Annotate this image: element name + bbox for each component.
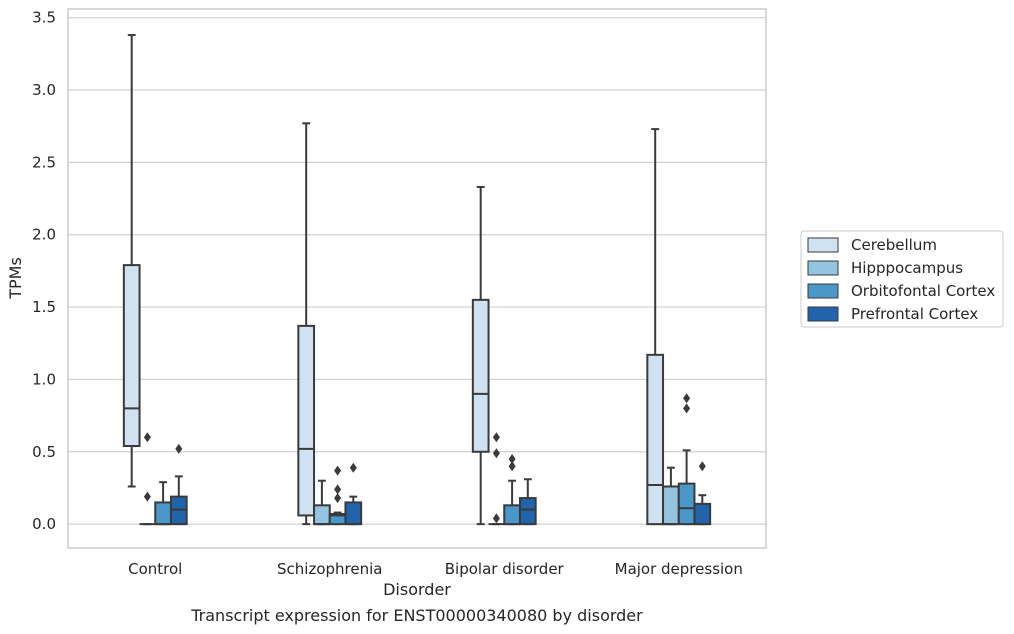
y-tick-label: 2.5: [32, 153, 56, 171]
y-tick-label: 3.0: [32, 81, 56, 99]
legend: Cerebellum Hipppocampus Orbitofontal Corte…: [800, 230, 1004, 328]
y-tick-label: 1.0: [32, 370, 56, 388]
outlier-point: [143, 491, 151, 502]
box-plot: [488, 432, 505, 526]
box: [122, 264, 141, 447]
plot-area: [67, 8, 767, 549]
outlier-point: [175, 443, 183, 454]
box-plot: [471, 185, 490, 526]
box-plot: [677, 393, 696, 526]
outlier-point: [492, 513, 500, 524]
outlier-point: [698, 461, 706, 472]
box: [344, 501, 363, 526]
outlier-point: [334, 465, 342, 476]
legend-swatch: [807, 283, 839, 299]
y-tick-label: 3.5: [32, 9, 56, 27]
box-plot: [169, 443, 188, 526]
x-tick-label: Bipolar disorder: [445, 560, 565, 578]
y-tick-label: 0.5: [32, 443, 56, 461]
box: [518, 497, 537, 526]
outlier-point: [334, 484, 342, 495]
legend-label: Prefrontal Cortex: [851, 305, 978, 323]
box: [154, 501, 172, 526]
box-plot: [662, 466, 680, 526]
y-tick-label: 1.5: [32, 298, 56, 316]
box: [677, 482, 696, 526]
box-plot: [297, 122, 316, 526]
box-plot: [518, 478, 537, 526]
box: [313, 504, 331, 526]
box-plot: [122, 34, 141, 488]
y-tick-label: 0.0: [32, 515, 56, 533]
box-plots: [122, 34, 712, 526]
outlier-point: [683, 403, 691, 414]
box-plot: [328, 465, 347, 526]
x-tick-label: Major depression: [615, 560, 743, 578]
outlier-point: [492, 432, 500, 443]
box: [662, 485, 680, 526]
box-plot: [139, 432, 156, 526]
box-plot: [693, 461, 712, 526]
y-tick-label: 2.0: [32, 226, 56, 244]
x-tick-labels: Control Schizophrenia Bipolar disorder Majo…: [128, 560, 743, 578]
x-tick-label: Control: [128, 560, 182, 578]
box: [471, 298, 490, 453]
outlier-point: [143, 432, 151, 443]
outlier-point: [508, 461, 516, 472]
box-plot: [503, 454, 521, 526]
y-axis-label: TPMs: [6, 257, 25, 300]
legend-frame: [800, 230, 1004, 328]
legend-label: Cerebellum: [851, 236, 937, 254]
box: [503, 504, 521, 526]
legend-label: Orbitofontal Cortex: [851, 282, 995, 300]
outlier-point: [508, 454, 516, 465]
legend-swatch: [807, 237, 839, 253]
legend-swatch: [807, 260, 839, 276]
x-tick-label: Schizophrenia: [277, 560, 382, 578]
gridlines: [68, 17, 766, 525]
outlier-point: [349, 462, 357, 473]
legend-label: Hipppocampus: [851, 259, 963, 277]
outlier-point: [683, 393, 691, 404]
box: [646, 353, 665, 526]
legend-swatch: [807, 306, 839, 322]
box: [693, 502, 712, 526]
box-plot: [154, 481, 172, 526]
outlier-point: [492, 448, 500, 459]
figure-caption: Transcript expression for ENST0000034008…: [190, 606, 643, 625]
box-plot: [646, 128, 665, 526]
y-tick-labels: 0.0 0.5 1.0 1.5 2.0 2.5 3.0 3.5: [32, 9, 56, 533]
box-plot: [313, 479, 331, 526]
box-plot: [344, 462, 363, 526]
x-axis-label: Disorder: [383, 580, 451, 599]
box: [297, 324, 316, 517]
outlier-point: [334, 493, 342, 504]
